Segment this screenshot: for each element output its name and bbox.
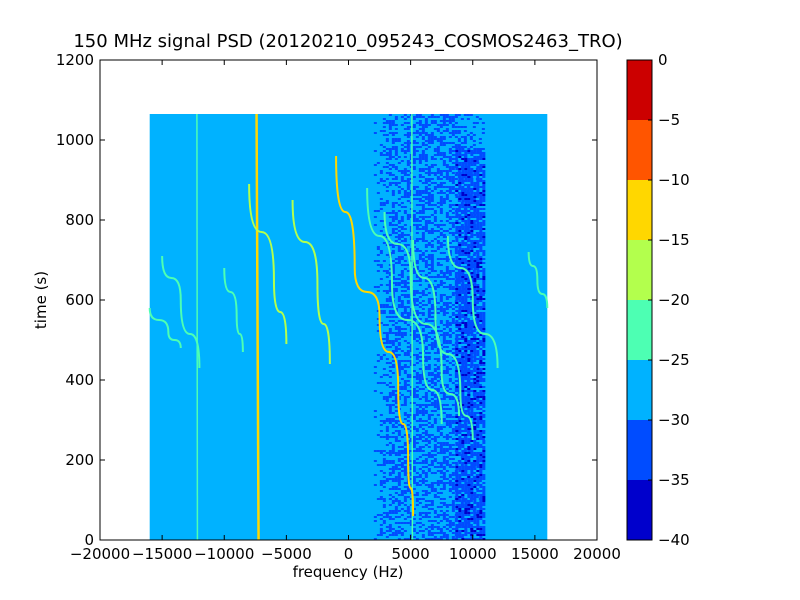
carrier-line: [411, 113, 414, 541]
y-tick-label: 800: [65, 211, 94, 229]
y-axis-label: time (s): [32, 271, 50, 329]
x-tick-label: 5000: [392, 545, 430, 563]
doppler-track: [161, 255, 201, 369]
colorbar-segment: [627, 240, 652, 300]
colorbar-tick-label: −25: [658, 351, 690, 369]
heatmap-image: [148, 113, 549, 541]
carrier-line: [196, 113, 199, 541]
doppler-track: [335, 155, 415, 517]
colorbar-segment: [627, 360, 652, 420]
psd-background: [149, 114, 548, 540]
colorbar-segment: [627, 60, 652, 120]
colorbar-tick-label: −40: [658, 531, 690, 549]
colorbar-tick-label: 0: [658, 51, 668, 69]
colorbar-tick-label: −5: [658, 111, 680, 129]
colorbar-tick-label: −35: [658, 471, 690, 489]
colorbar-tick-label: −10: [658, 171, 690, 189]
colorbar: −40 −35 −30 −25 −20 −15 −10 −5 0: [626, 51, 690, 549]
chart-title: 150 MHz signal PSD (20120210_095243_COSM…: [73, 31, 622, 52]
x-tick-label: −15000: [132, 545, 192, 563]
colorbar-segment: [627, 300, 652, 360]
doppler-track: [412, 239, 474, 441]
doppler-track: [223, 267, 244, 353]
y-tick-label: 0: [84, 531, 94, 549]
x-tick-label: −20000: [70, 545, 130, 563]
colorbar-segment: [627, 120, 652, 180]
carrier-line: [255, 113, 260, 541]
doppler-track: [527, 251, 549, 309]
y-tick-label: 600: [65, 291, 94, 309]
heatmap-area: [99, 59, 598, 541]
colorbar-tick-label: −20: [658, 291, 690, 309]
doppler-track: [248, 183, 288, 345]
x-tick-label: 10000: [449, 545, 497, 563]
colorbar-tick-label: −30: [658, 411, 690, 429]
y-tick-label: 200: [65, 451, 94, 469]
doppler-track: [366, 187, 443, 425]
colorbar-segment: [627, 480, 652, 540]
x-tick-label: 20000: [573, 545, 621, 563]
x-tick-label: 15000: [511, 545, 559, 563]
y-axis: 0 200 400 600 800 1000 1200: [56, 51, 597, 549]
colorbar-segment: [627, 180, 652, 240]
y-tick-label: 400: [65, 371, 94, 389]
doppler-track: [446, 235, 499, 369]
y-tick-label: 1000: [56, 131, 94, 149]
x-tick-label: −10000: [194, 545, 254, 563]
x-tick-label: 0: [344, 545, 354, 563]
x-axis-label: frequency (Hz): [293, 563, 404, 581]
y-tick-label: 1200: [56, 51, 94, 69]
x-tick-label: −5000: [261, 545, 312, 563]
x-axis: −20000 −15000 −10000 −5000 0 5000 10000 15000 20…: [70, 60, 621, 563]
doppler-track: [291, 199, 331, 365]
doppler-track: [148, 307, 182, 349]
colorbar-tick-label: −15: [658, 231, 690, 249]
colorbar-segment: [627, 420, 652, 480]
doppler-track: [383, 211, 461, 417]
